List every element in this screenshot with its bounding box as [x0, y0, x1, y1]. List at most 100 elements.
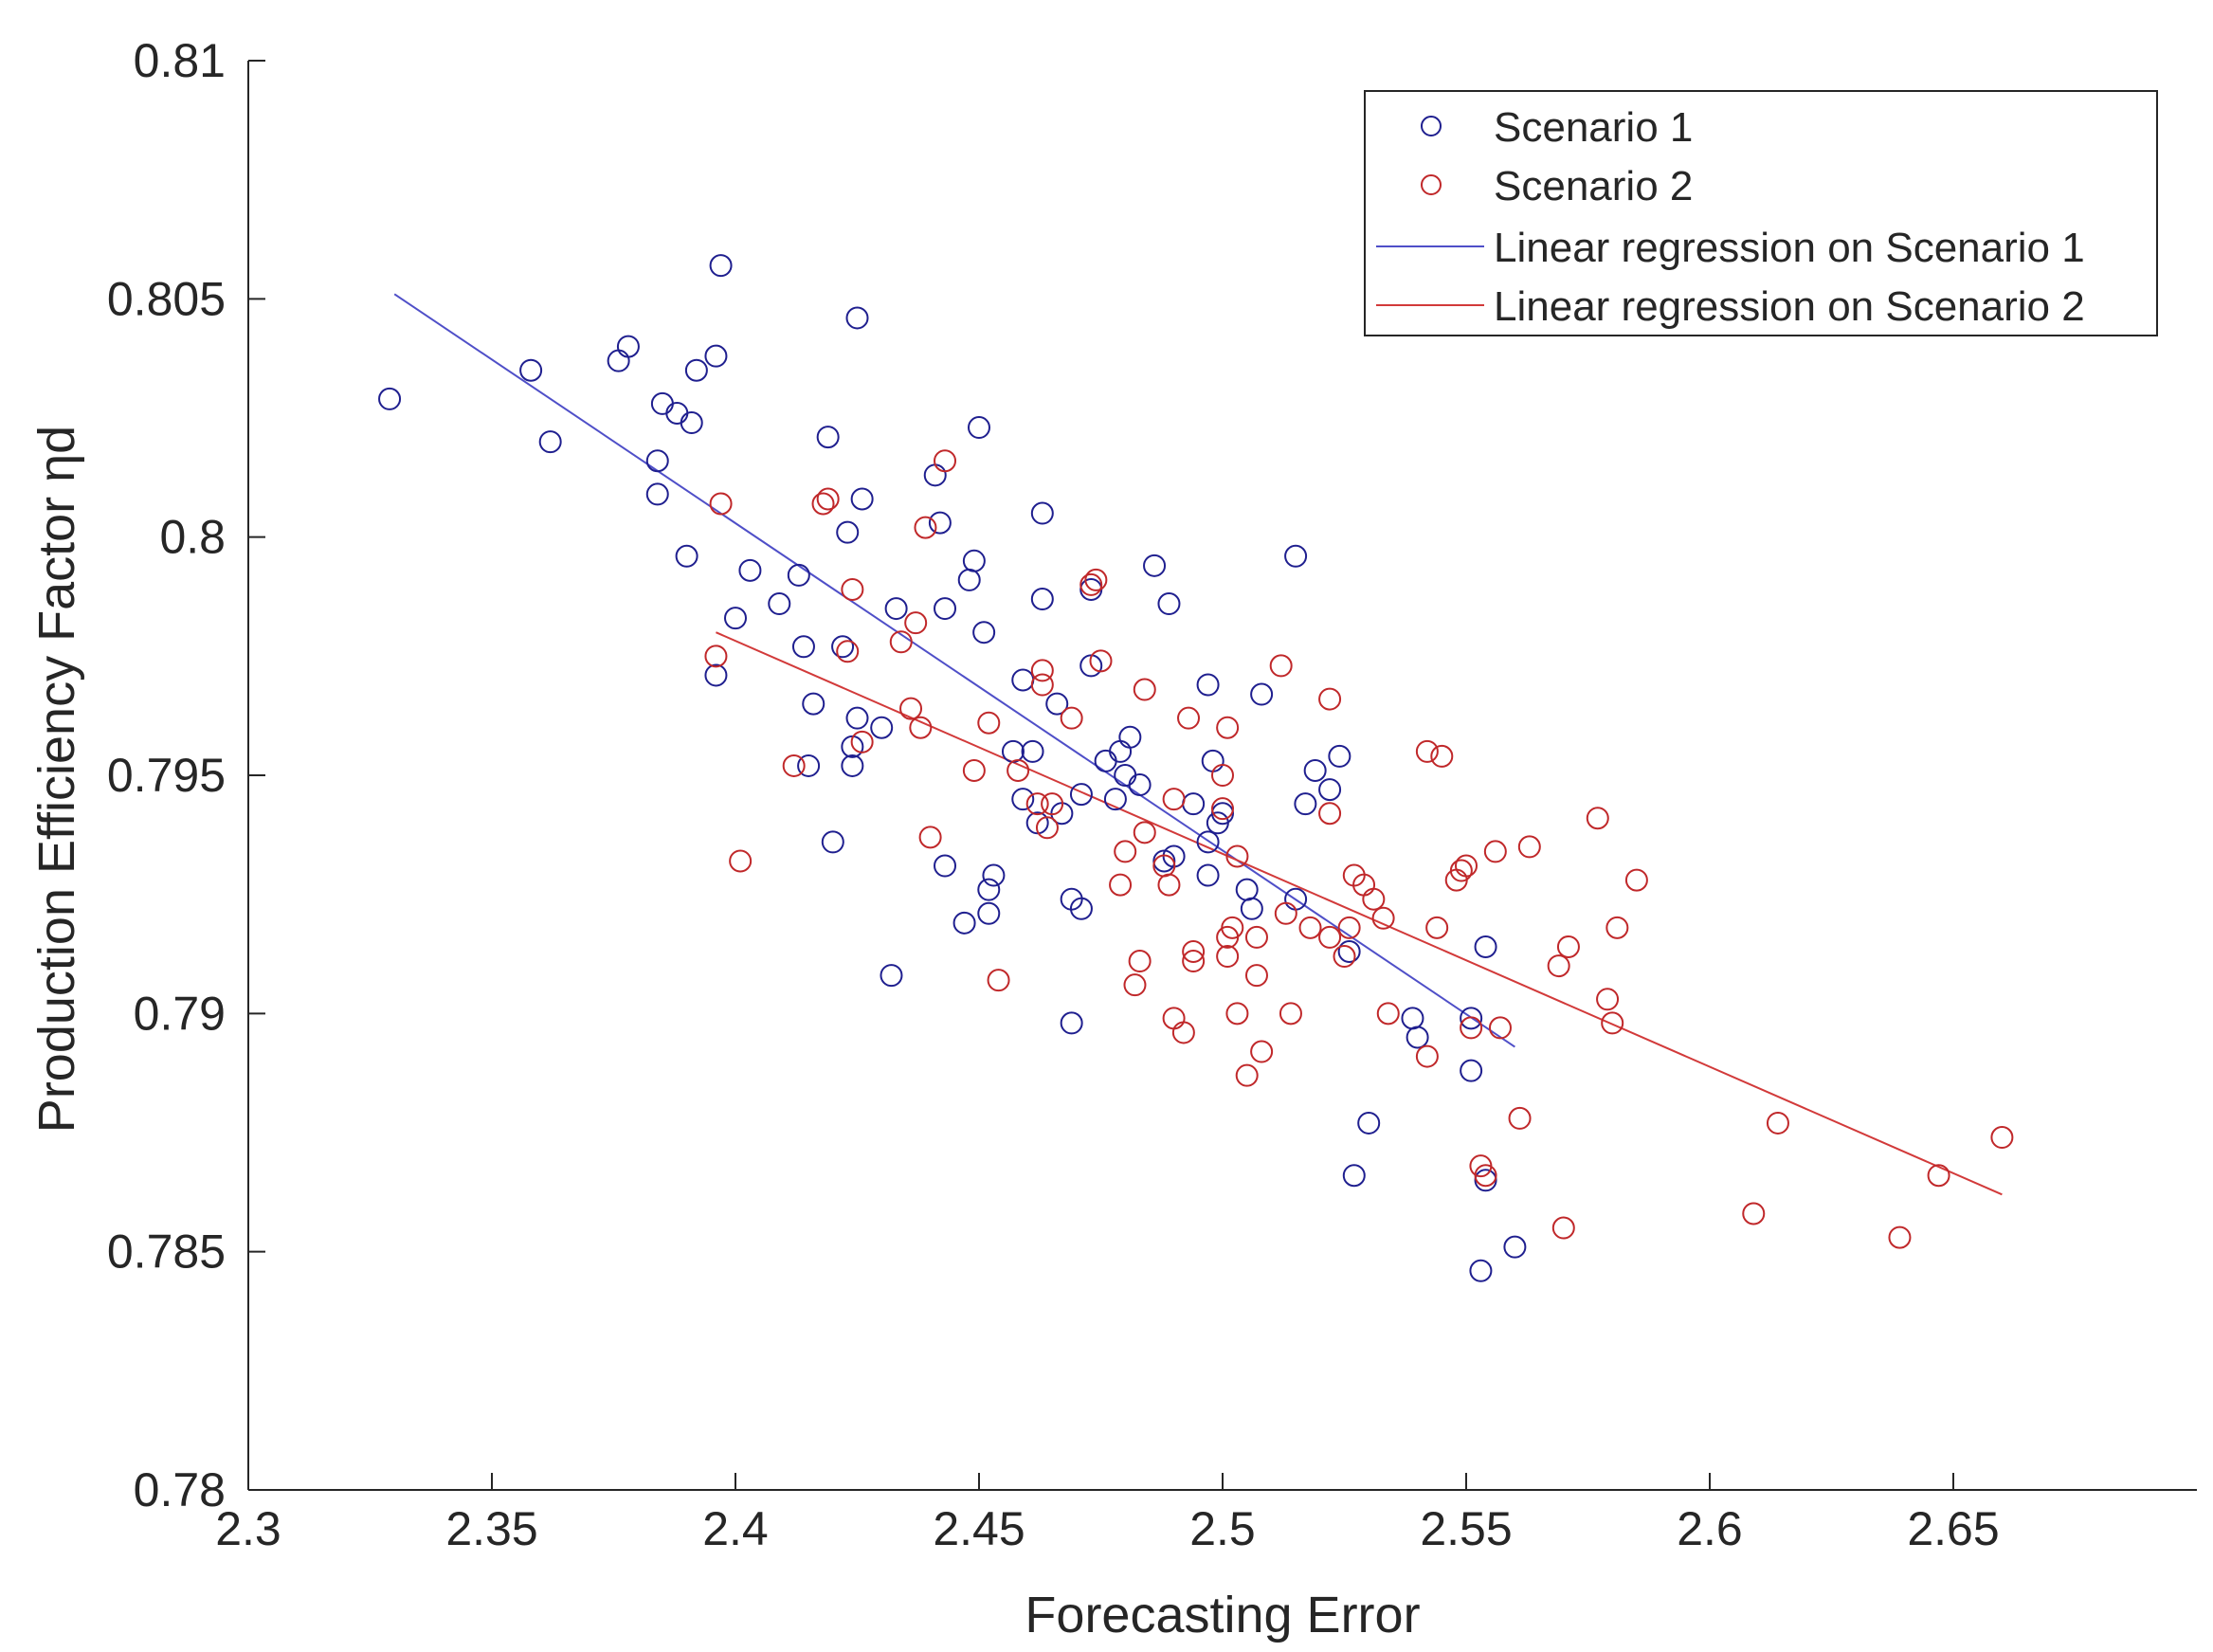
data-point [1927, 1164, 1950, 1188]
data-point [1294, 792, 1317, 816]
legend-box [1364, 90, 2158, 336]
data-point [1201, 749, 1224, 772]
data-point [1011, 788, 1035, 811]
data-point [1007, 758, 1030, 782]
data-point [665, 401, 689, 425]
data-point [797, 753, 821, 777]
x-tick-label: 2.3 [215, 1502, 281, 1555]
data-point [1337, 916, 1361, 939]
legend: Scenario 1 Scenario 2 Linear regression … [1364, 90, 2158, 336]
data-point [1216, 945, 1240, 969]
data-point [934, 449, 957, 473]
x-tick-label: 2.35 [445, 1502, 537, 1555]
data-point [1211, 797, 1234, 821]
regression-line-scenario-2 [716, 631, 2003, 1196]
data-point [899, 697, 923, 720]
data-point [962, 549, 986, 572]
data-point [1376, 1002, 1400, 1026]
data-point [821, 830, 844, 854]
data-point [1240, 897, 1263, 920]
data-point [1455, 854, 1478, 878]
data-point [870, 716, 894, 739]
data-point [1415, 739, 1439, 763]
data-point [1586, 807, 1609, 830]
data-point [1211, 764, 1234, 787]
data-point [1250, 682, 1274, 706]
data-point [738, 558, 762, 582]
data-point [1474, 1164, 1497, 1188]
data-point [704, 344, 728, 368]
data-point [841, 753, 864, 777]
data-point [1766, 1111, 1789, 1135]
data-point [923, 463, 947, 487]
data-point [1337, 939, 1361, 963]
data-point [1371, 906, 1395, 930]
data-point [850, 730, 874, 753]
data-point [1279, 1002, 1302, 1026]
data-point [1079, 572, 1103, 596]
data-point [616, 335, 640, 358]
data-point [836, 520, 860, 544]
y-tick-label: 0.795 [107, 749, 226, 802]
data-point [1244, 925, 1268, 949]
data-point [1449, 859, 1473, 882]
data-point [962, 758, 986, 782]
data-point [982, 863, 1006, 887]
data-point [1508, 1106, 1532, 1130]
data-point [1601, 1011, 1624, 1035]
data-point [1269, 654, 1293, 678]
data-point [1235, 878, 1259, 901]
data-point [1216, 716, 1240, 739]
data-point [1182, 792, 1206, 816]
data-point [1114, 840, 1137, 863]
data-point [1303, 758, 1327, 782]
data-point [1171, 1021, 1195, 1044]
data-point [704, 663, 728, 687]
data-point [768, 592, 791, 616]
data-point [845, 306, 869, 330]
data-point [1109, 739, 1133, 763]
data-point [1001, 739, 1025, 763]
data-point [1401, 1007, 1424, 1030]
data-point [1025, 792, 1049, 816]
data-point [1045, 692, 1069, 716]
data-point [1357, 1111, 1381, 1135]
data-point [1196, 830, 1220, 854]
x-tick-label: 2.45 [933, 1502, 1025, 1555]
legend-label-scenario-1: Scenario 1 [1494, 104, 1693, 151]
data-point [1430, 744, 1454, 768]
data-point [1118, 725, 1142, 749]
x-tick-label: 2.4 [702, 1502, 769, 1555]
data-point [709, 492, 733, 516]
data-point [987, 969, 1010, 992]
series-scenario-2 [704, 449, 2014, 1249]
data-point [1196, 673, 1220, 697]
data-point [729, 849, 753, 873]
data-point [1250, 1040, 1274, 1063]
data-point [909, 716, 933, 739]
data-point [904, 611, 928, 635]
data-points [378, 254, 2014, 1282]
data-point [1328, 744, 1351, 768]
data-point [1469, 1259, 1493, 1282]
x-tick-label: 2.5 [1189, 1502, 1256, 1555]
data-point [1021, 739, 1044, 763]
data-point [1128, 773, 1152, 797]
data-point [816, 487, 840, 511]
data-point [1143, 554, 1167, 577]
data-point [1474, 1169, 1497, 1192]
data-point [1503, 1235, 1527, 1259]
data-point [831, 635, 855, 659]
data-point [968, 416, 990, 440]
y-tick-label: 0.78 [134, 1463, 226, 1516]
regression-line-scenario-1 [393, 293, 1515, 1048]
data-point [1596, 988, 1620, 1011]
data-point [1425, 916, 1449, 939]
data-point [1551, 1216, 1575, 1240]
data-point [1460, 1059, 1483, 1082]
data-point [1157, 873, 1181, 897]
data-point [1162, 1007, 1186, 1030]
data-point [709, 254, 733, 278]
legend-label-regression-1: Linear regression on Scenario 1 [1494, 225, 2085, 271]
data-point [1128, 950, 1152, 973]
